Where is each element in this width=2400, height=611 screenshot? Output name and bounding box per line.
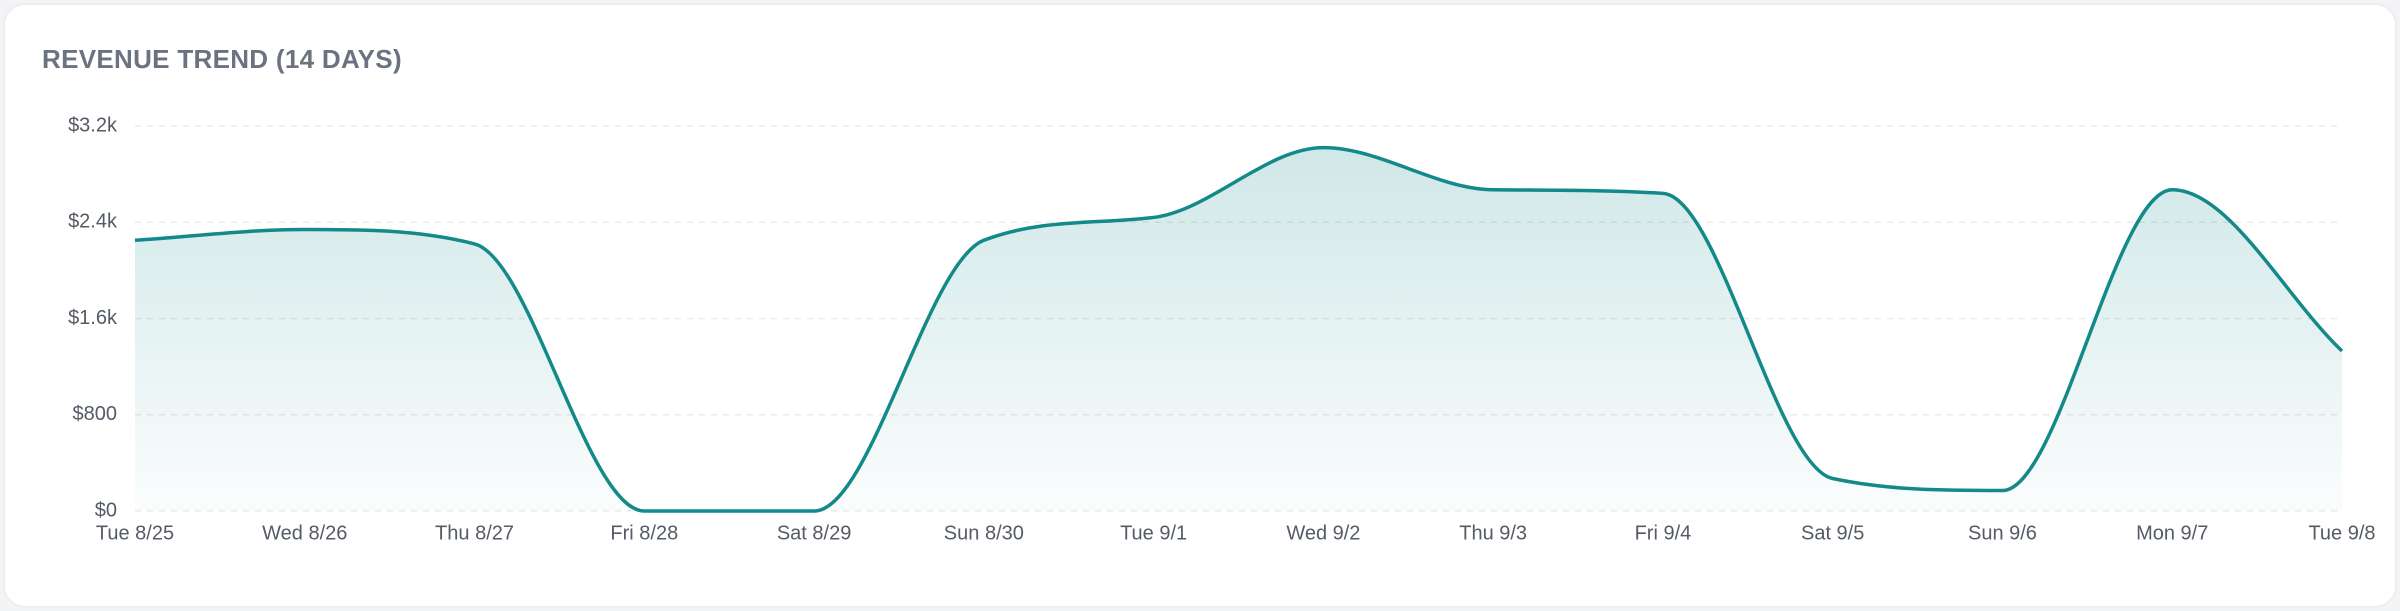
- y-tick-label: $1.6k: [68, 307, 118, 329]
- x-tick-label: Sat 9/5: [1801, 522, 1864, 544]
- area-fill: [135, 147, 2342, 511]
- x-tick-label: Tue 9/8: [2308, 522, 2375, 544]
- x-tick-label: Mon 9/7: [2136, 522, 2208, 544]
- revenue-line: [134, 145, 2344, 513]
- y-tick-label: $3.2k: [68, 114, 118, 136]
- y-tick-label: $2.4k: [68, 211, 118, 233]
- x-tick-label: Sat 8/29: [777, 522, 852, 544]
- x-tick-label: Wed 9/2: [1286, 522, 1360, 544]
- x-tick-label: Thu 8/27: [435, 522, 514, 544]
- x-tick-label: Fri 8/28: [610, 522, 678, 544]
- x-tick-label: Thu 9/3: [1459, 522, 1527, 544]
- chart-title: REVENUE TREND (14 DAYS): [42, 44, 402, 74]
- y-tick-label: $0: [95, 499, 117, 521]
- x-tick-label: Fri 9/4: [1635, 522, 1692, 544]
- x-tick-label: Sun 8/30: [944, 522, 1024, 544]
- y-tick-label: $800: [73, 403, 118, 425]
- x-tick-label: Wed 8/26: [262, 522, 347, 544]
- x-tick-label: Sun 9/6: [1968, 522, 2037, 544]
- x-tick-label: Tue 8/25: [96, 522, 174, 544]
- x-tick-label: Tue 9/1: [1120, 522, 1187, 544]
